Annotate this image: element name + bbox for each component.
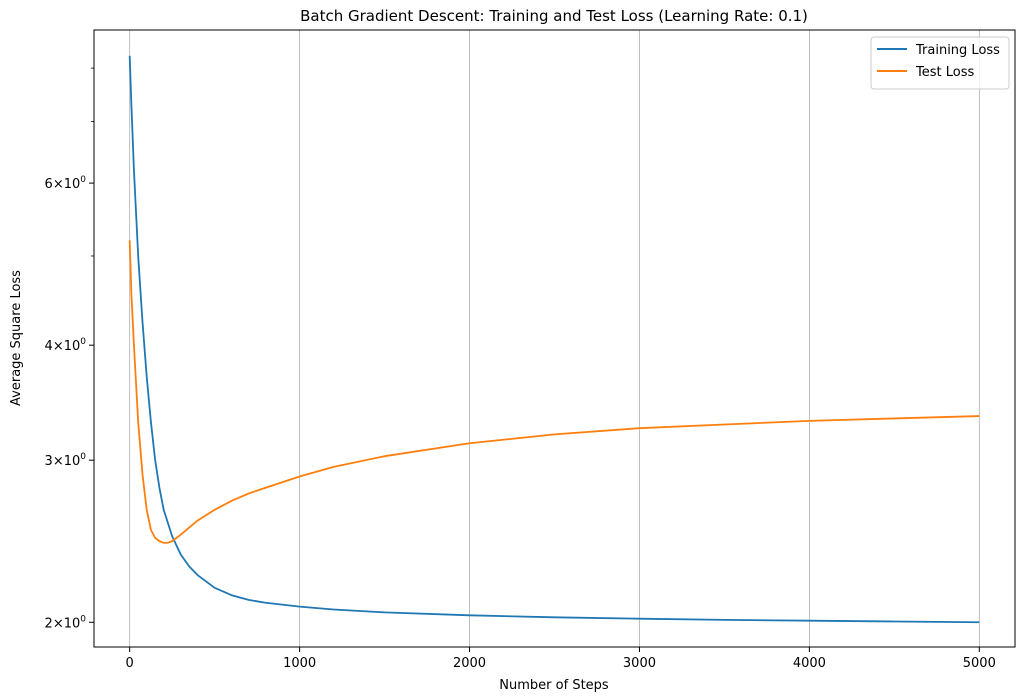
x-tick-label-0: 0 bbox=[126, 656, 134, 671]
series-line-training-loss bbox=[128, 55, 980, 624]
x-tick-label-3000: 3000 bbox=[623, 656, 656, 671]
chart-title: Batch Gradient Descent: Training and Tes… bbox=[300, 7, 808, 25]
legend-label-training-loss: Training Loss bbox=[915, 43, 1000, 58]
y-axis-label: Average Square Loss bbox=[9, 270, 24, 406]
x-axis-ticks: 0 1000 2000 3000 4000 5000 bbox=[126, 647, 996, 671]
plot-area: 0 1000 2000 3000 4000 5000 2×100 3×100 4×100 6×1… bbox=[45, 29, 1016, 671]
grid-lines bbox=[129, 30, 980, 647]
legend-label-test-loss: Test Loss bbox=[915, 65, 974, 80]
x-tick-label-1000: 1000 bbox=[283, 656, 316, 671]
series-line-test-loss bbox=[128, 240, 980, 544]
axes-frame bbox=[93, 29, 1016, 648]
y-tick-label-4: 4×100 bbox=[45, 337, 87, 354]
y-tick-label-2: 2×100 bbox=[45, 614, 87, 631]
y-axis-ticks: 2×100 3×100 4×100 6×100 bbox=[45, 67, 94, 631]
x-tick-label-4000: 4000 bbox=[793, 656, 826, 671]
x-tick-label-5000: 5000 bbox=[963, 656, 996, 671]
y-tick-label-3: 3×100 bbox=[45, 452, 87, 469]
y-tick-label-6: 6×100 bbox=[45, 175, 87, 192]
legend: Training Loss Test Loss bbox=[870, 36, 1010, 90]
x-tick-label-2000: 2000 bbox=[453, 656, 486, 671]
series-lines bbox=[128, 55, 980, 624]
x-axis-label: Number of Steps bbox=[499, 678, 609, 693]
